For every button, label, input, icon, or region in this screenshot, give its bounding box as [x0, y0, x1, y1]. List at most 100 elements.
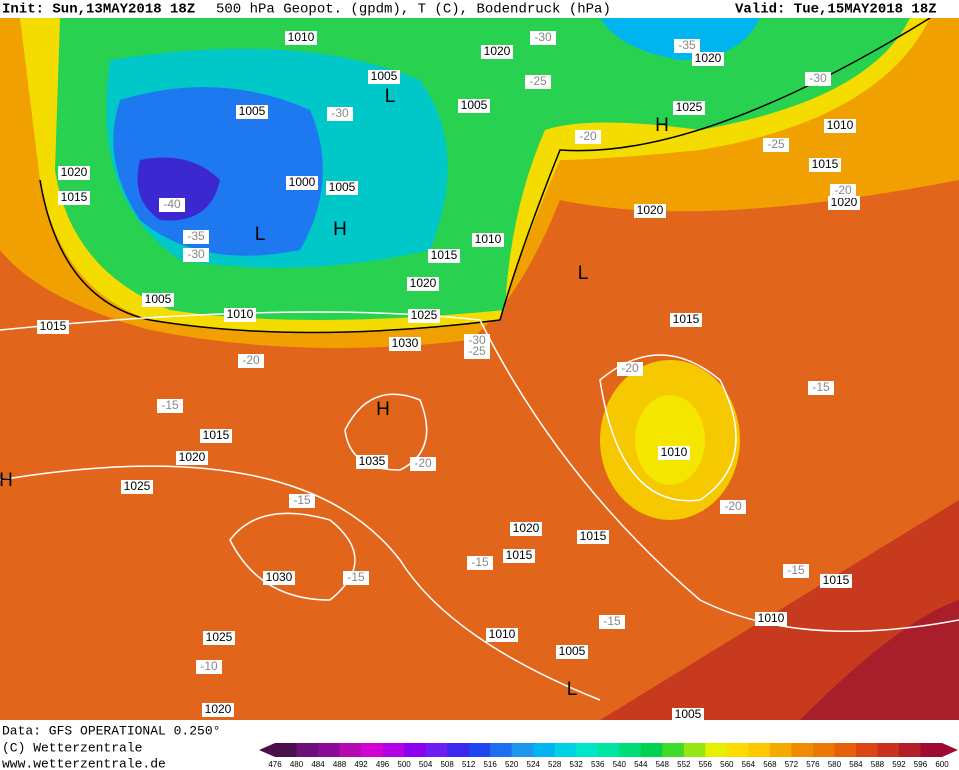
- scale-label: 596: [914, 760, 928, 769]
- scale-label: 568: [763, 760, 777, 769]
- temperature-label: -30: [187, 247, 205, 261]
- pressure-label-box: [458, 99, 490, 113]
- scale-label: 484: [311, 760, 325, 769]
- pressure-label-box: [670, 313, 702, 327]
- map-title: 500 hPa Geopot. (gpdm), T (C), Bodendruc…: [216, 2, 611, 18]
- temperature-label-box: [464, 345, 490, 359]
- pressure-label: 1015: [203, 428, 230, 442]
- pressure-label-box: [224, 308, 256, 322]
- pressure-label: 1000: [289, 175, 316, 189]
- scale-label: 480: [290, 760, 304, 769]
- color-cell: [361, 743, 384, 757]
- scale-label: 504: [419, 760, 433, 769]
- color-cell: [748, 743, 771, 757]
- color-scale: 476 480 484 488 492 496 500 504 508 512 516 520 524 5…: [259, 743, 958, 769]
- scale-label: 500: [397, 760, 411, 769]
- pressure-label-box: [203, 631, 235, 645]
- temperature-label-box: [763, 138, 789, 152]
- color-cell: [726, 743, 749, 757]
- color-cell: [619, 743, 642, 757]
- scale-label: 560: [720, 760, 734, 769]
- temperature-label: -35: [678, 38, 696, 52]
- pressure-center: H: [0, 470, 13, 491]
- pressure-label-box: [634, 204, 666, 218]
- temperature-label: -30: [468, 333, 486, 347]
- pressure-label: 1025: [676, 100, 703, 114]
- pressure-label: 1020: [179, 450, 206, 464]
- scale-label: 496: [376, 760, 390, 769]
- pressure-label-box: [368, 70, 400, 84]
- color-cell: [791, 743, 814, 757]
- pressure-label: 1010: [489, 627, 516, 641]
- color-cell: [855, 743, 878, 757]
- color-cell: [662, 743, 685, 757]
- temperature-label-box: [617, 362, 643, 376]
- temperature-label: -35: [187, 229, 205, 243]
- scale-label: 524: [527, 760, 541, 769]
- pressure-center: H: [333, 219, 347, 240]
- temperature-label-box: [805, 72, 831, 86]
- temperature-label: -20: [724, 499, 742, 513]
- pressure-label-box: [503, 549, 535, 563]
- pressure-label-box: [828, 196, 860, 210]
- color-cell: [511, 743, 534, 757]
- temperature-label-box: [196, 660, 222, 674]
- pressure-label-box: [481, 45, 513, 59]
- pressure-label: 1035: [359, 454, 386, 468]
- scale-arrow-left: [259, 743, 275, 757]
- pressure-label: 1020: [513, 521, 540, 535]
- pressure-label: 1015: [40, 319, 67, 333]
- color-cell: [554, 743, 577, 757]
- website: www.wetterzentrale.de: [2, 756, 166, 770]
- color-cell: [769, 743, 792, 757]
- pressure-label: 1005: [239, 104, 266, 118]
- pressure-center: H: [376, 399, 390, 420]
- pressure-label: 1015: [823, 573, 850, 587]
- temperature-label-box: [159, 198, 185, 212]
- temperature-label: -40: [163, 197, 181, 211]
- temperature-label-box: [464, 334, 490, 348]
- temperature-label: -30: [331, 106, 349, 120]
- temperature-label-box: [343, 571, 369, 585]
- scale-label: 588: [871, 760, 885, 769]
- temperature-label: -15: [161, 398, 179, 412]
- pressure-label-box: [326, 181, 358, 195]
- scale-label: 532: [570, 760, 584, 769]
- pressure-label-box: [658, 446, 690, 460]
- color-cell: [920, 743, 943, 757]
- pressure-label-box: [472, 233, 504, 247]
- pressure-label-box: [263, 571, 295, 585]
- pressure-label: 1010: [227, 307, 254, 321]
- pressure-label: 1020: [831, 195, 858, 209]
- color-cell: [877, 743, 900, 757]
- scale-arrow-right: [942, 743, 958, 757]
- pressure-label: 1030: [266, 570, 293, 584]
- scale-label: 584: [849, 760, 863, 769]
- temperature-label-box: [720, 500, 746, 514]
- pressure-label: 1025: [411, 308, 438, 322]
- pressure-label-box: [285, 31, 317, 45]
- init-time: Init: Sun,13MAY2018 18Z: [2, 2, 195, 18]
- color-cell: [834, 743, 857, 757]
- scale-label: 576: [806, 760, 820, 769]
- color-cell: [898, 743, 921, 757]
- pressure-label-box: [577, 530, 609, 544]
- pressure-label: 1010: [475, 232, 502, 246]
- pressure-center: L: [578, 263, 589, 284]
- scale-label: 528: [548, 760, 562, 769]
- pressure-label: 1010: [288, 30, 315, 44]
- color-cell: [812, 743, 835, 757]
- temperature-label-box: [183, 248, 209, 262]
- temperature-label: -25: [468, 344, 486, 358]
- pressure-label-box: [356, 455, 388, 469]
- pressure-label: 1005: [145, 292, 172, 306]
- scale-label: 592: [892, 760, 906, 769]
- pressure-label-box: [389, 337, 421, 351]
- pressure-label-box: [692, 52, 724, 66]
- pressure-label: 1025: [124, 479, 151, 493]
- temperature-label: -15: [787, 563, 805, 577]
- temperature-label: -15: [347, 570, 365, 584]
- color-cell: [640, 743, 663, 757]
- valid-time: Valid: Tue,15MAY2018 18Z: [735, 2, 937, 18]
